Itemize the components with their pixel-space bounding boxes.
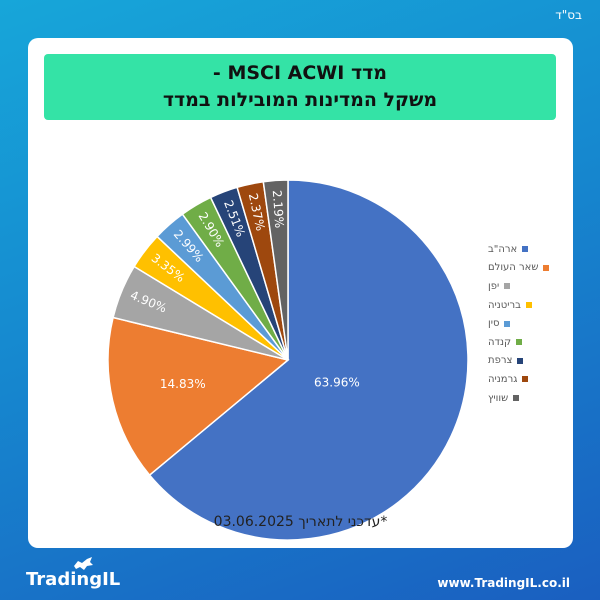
legend-label: בריטניה [488, 299, 521, 311]
legend-swatch [522, 376, 529, 383]
legend-label: גרמניה [488, 373, 518, 385]
slice-value-label: 2.19% [270, 190, 287, 229]
legend-swatch [522, 246, 529, 253]
slice-value-label: 14.83% [160, 377, 206, 391]
pie-slice [107, 316, 290, 477]
bull-icon [74, 557, 93, 570]
legend-swatch [504, 283, 511, 290]
legend-item: קנדה [488, 333, 549, 352]
legend-label: קנדה [488, 336, 512, 348]
legend-label: שוויץ [488, 392, 509, 404]
title-banner: מדד MSCI ACWI - משקל המדינות המובילות במ… [44, 54, 556, 120]
chart-card: מדד MSCI ACWI - משקל המדינות המובילות במ… [28, 38, 573, 548]
pie-slice [262, 179, 289, 361]
pie-chart: 63.96%14.83%4.90%3.35%2.99%2.90%2.51%2.3… [107, 179, 469, 541]
legend-item: ארה"ב [488, 240, 549, 259]
legend-swatch [517, 357, 524, 364]
legend-swatch [504, 320, 511, 327]
brand-logo[interactable]: TradingIL [26, 556, 126, 596]
legend-item: סין [488, 314, 549, 333]
legend-item: שאר העולם [488, 259, 550, 278]
legend-label: יפן [488, 280, 500, 292]
title-line-2: משקל המדינות המובילות במדד [162, 89, 438, 111]
legend-swatch [525, 302, 532, 309]
legend-item: בריטניה [488, 296, 549, 315]
legend-swatch [513, 395, 520, 402]
legend-label: ארה"ב [488, 243, 518, 255]
slice-value-label: 63.96% [314, 375, 360, 389]
legend-item: גרמניה [488, 370, 549, 389]
pie-slice [148, 179, 469, 541]
legend-swatch [543, 264, 550, 271]
legend-item: יפן [488, 277, 549, 296]
legend-item: צרפת [488, 352, 549, 371]
logo-text: TradingIL [26, 569, 121, 590]
website-link[interactable]: www.TradingIL.co.il [437, 576, 570, 590]
legend-swatch [516, 339, 523, 346]
bsd-label: בס"ד [555, 8, 582, 22]
title-line-1: מדד MSCI ACWI - [212, 62, 388, 84]
chart-legend: ארה"ב שאר העולם יפן בריטניה סין קנדה צרפת גרמני… [488, 240, 550, 408]
legend-item: שוויץ [488, 389, 549, 408]
legend-label: סין [488, 318, 500, 330]
legend-label: שאר העולם [488, 262, 539, 274]
update-date-footnote: *עדכני לתאריך 03.06.2025 [213, 514, 388, 530]
legend-label: צרפת [488, 355, 513, 367]
